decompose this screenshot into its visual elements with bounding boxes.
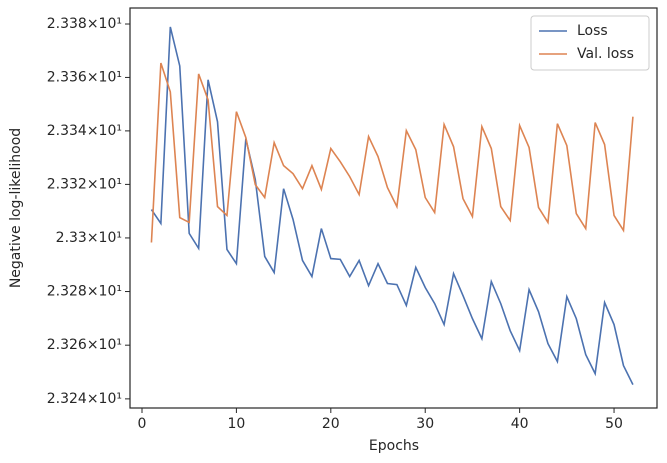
legend-label: Val. loss <box>577 46 634 62</box>
x-axis-label: Epochs <box>369 438 419 454</box>
x-tick-label: 30 <box>416 416 434 432</box>
x-tick-label: 50 <box>605 416 623 432</box>
legend-label: Loss <box>577 23 608 39</box>
y-tick-label: 2.328×10¹ <box>47 284 122 300</box>
y-tick-label: 2.332×10¹ <box>47 176 122 192</box>
plot-frame <box>129 7 658 409</box>
y-tick-label: 2.33×10¹ <box>56 230 122 246</box>
x-tick-label: 0 <box>138 416 147 432</box>
x-tick-label: 10 <box>227 416 245 432</box>
y-tick-label: 2.338×10¹ <box>47 16 122 32</box>
y-tick-label: 2.336×10¹ <box>47 69 122 85</box>
y-tick-label: 2.334×10¹ <box>47 123 122 139</box>
line-series <box>150 26 634 385</box>
x-tick-label: 20 <box>322 416 340 432</box>
y-axis-label: Negative log-likelihood <box>8 128 24 288</box>
line-series <box>150 62 634 243</box>
x-tick-label: 40 <box>511 416 529 432</box>
y-tick-label: 2.324×10¹ <box>47 391 122 407</box>
legend-box <box>530 15 650 71</box>
y-tick-label: 2.326×10¹ <box>47 337 122 353</box>
